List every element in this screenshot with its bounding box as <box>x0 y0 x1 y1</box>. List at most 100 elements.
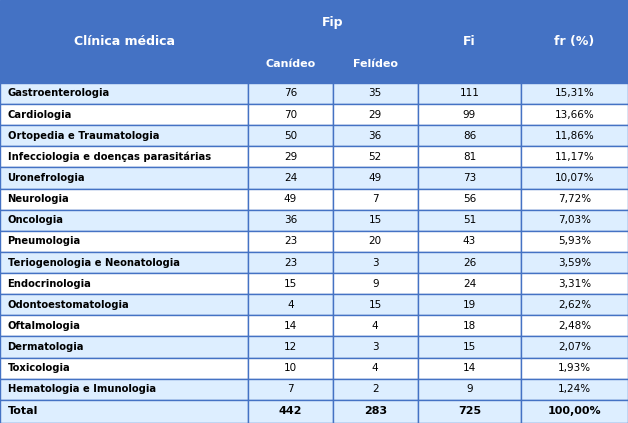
Text: 4: 4 <box>287 300 294 310</box>
Text: 9: 9 <box>372 279 379 288</box>
Bar <box>248 0 418 46</box>
Bar <box>248 46 333 83</box>
Text: Infecciologia e doenças parasitárias: Infecciologia e doenças parasitárias <box>8 151 210 162</box>
Text: 24: 24 <box>463 279 476 288</box>
Text: 1,24%: 1,24% <box>558 385 591 394</box>
Bar <box>521 231 628 252</box>
Text: Pneumologia: Pneumologia <box>8 236 81 247</box>
Bar <box>418 210 521 231</box>
Text: 3: 3 <box>372 258 379 267</box>
Bar <box>0 336 248 357</box>
Text: 1,93%: 1,93% <box>558 363 591 373</box>
Text: 2,48%: 2,48% <box>558 321 591 331</box>
Text: 283: 283 <box>364 407 387 416</box>
Bar <box>248 83 333 104</box>
Bar <box>0 273 248 294</box>
Bar <box>521 336 628 357</box>
Bar <box>521 357 628 379</box>
Text: fr (%): fr (%) <box>555 35 595 48</box>
Bar <box>248 273 333 294</box>
Bar <box>333 273 418 294</box>
Text: 2,62%: 2,62% <box>558 300 591 310</box>
Text: Fi: Fi <box>463 35 476 48</box>
Bar <box>333 104 418 125</box>
Bar <box>248 189 333 210</box>
Text: 15: 15 <box>369 215 382 225</box>
Text: Felídeo: Felídeo <box>353 59 398 69</box>
Text: 99: 99 <box>463 110 476 120</box>
Text: 15,31%: 15,31% <box>555 88 595 99</box>
Text: Fip: Fip <box>322 16 344 30</box>
Bar <box>418 125 521 146</box>
Bar <box>248 336 333 357</box>
Text: 11,86%: 11,86% <box>555 131 595 141</box>
Text: 3,31%: 3,31% <box>558 279 591 288</box>
Bar <box>0 294 248 316</box>
Text: 111: 111 <box>460 88 479 99</box>
Text: 7,72%: 7,72% <box>558 194 591 204</box>
Text: 11,17%: 11,17% <box>555 152 595 162</box>
Bar <box>333 146 418 168</box>
Bar <box>0 0 248 83</box>
Text: 50: 50 <box>284 131 297 141</box>
Text: 36: 36 <box>369 131 382 141</box>
Bar <box>418 168 521 189</box>
Bar <box>521 125 628 146</box>
Text: 24: 24 <box>284 173 297 183</box>
Text: 12: 12 <box>284 342 297 352</box>
Bar <box>248 379 333 400</box>
Bar <box>418 231 521 252</box>
Bar <box>333 210 418 231</box>
Text: 43: 43 <box>463 236 476 247</box>
Bar <box>418 316 521 336</box>
Bar <box>248 294 333 316</box>
Text: Endocrinologia: Endocrinologia <box>8 279 92 288</box>
Text: 4: 4 <box>372 363 379 373</box>
Text: 725: 725 <box>458 407 481 416</box>
Text: Neurologia: Neurologia <box>8 194 69 204</box>
Text: Ortopedia e Traumatologia: Ortopedia e Traumatologia <box>8 131 159 141</box>
Text: 2,07%: 2,07% <box>558 342 591 352</box>
Bar <box>418 104 521 125</box>
Text: 20: 20 <box>369 236 382 247</box>
Bar <box>521 0 628 83</box>
Bar <box>0 189 248 210</box>
Text: 14: 14 <box>284 321 297 331</box>
Text: Dermatologia: Dermatologia <box>8 342 84 352</box>
Bar <box>521 104 628 125</box>
Text: 14: 14 <box>463 363 476 373</box>
Bar <box>521 294 628 316</box>
Text: Odontoestomatologia: Odontoestomatologia <box>8 300 129 310</box>
Bar <box>248 252 333 273</box>
Bar <box>0 83 248 104</box>
Bar <box>521 189 628 210</box>
Bar <box>418 189 521 210</box>
Text: Uronefrologia: Uronefrologia <box>8 173 85 183</box>
Bar <box>418 400 521 423</box>
Bar <box>0 146 248 168</box>
Bar <box>333 252 418 273</box>
Bar <box>248 357 333 379</box>
Text: 23: 23 <box>284 236 297 247</box>
Bar <box>248 231 333 252</box>
Bar <box>521 400 628 423</box>
Bar <box>418 379 521 400</box>
Bar <box>418 252 521 273</box>
Bar <box>333 83 418 104</box>
Bar <box>248 104 333 125</box>
Bar <box>333 400 418 423</box>
Text: 70: 70 <box>284 110 297 120</box>
Bar <box>521 252 628 273</box>
Text: 86: 86 <box>463 131 476 141</box>
Bar <box>333 294 418 316</box>
Bar <box>521 83 628 104</box>
Text: 76: 76 <box>284 88 297 99</box>
Bar <box>521 316 628 336</box>
Text: 10: 10 <box>284 363 297 373</box>
Bar <box>333 379 418 400</box>
Bar <box>418 146 521 168</box>
Text: 15: 15 <box>463 342 476 352</box>
Bar <box>521 210 628 231</box>
Text: 3: 3 <box>372 342 379 352</box>
Text: 49: 49 <box>369 173 382 183</box>
